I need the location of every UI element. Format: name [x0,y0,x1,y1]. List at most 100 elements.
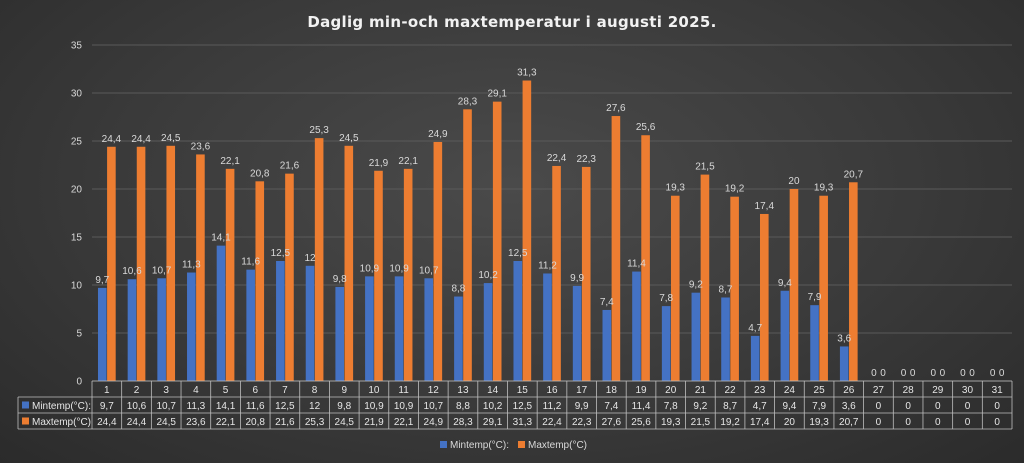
table-category-cell: 14 [487,385,499,396]
y-tick-label: 5 [76,329,82,340]
max-temp-bar [700,174,710,381]
table-category-cell: 3 [163,385,169,396]
max-temp-data-label: 22,1 [220,156,240,167]
table-value-cell: 20 [784,417,796,428]
max-temp-bar [374,170,383,381]
min-temp-bar [602,309,612,381]
min-temp-bar [810,305,819,381]
min-temp-data-label: 0 [960,368,966,379]
table-value-cell: 0 [965,417,971,428]
data-labels: 9,7 24,4 10,6 24,4 10,7 24,5 11,3 23,6 14,1 22,1 1… [95,68,1005,379]
y-tick-label: 35 [71,41,83,52]
min-temp-bar [572,285,582,381]
table-value-cell: 7,4 [604,401,618,412]
max-temp-bar [552,165,561,381]
table-value-cell: 24,4 [127,417,147,428]
table-value-cell: 9,7 [100,401,114,412]
y-tick-label: 25 [71,137,83,148]
max-temp-data-label: 22,4 [547,153,567,164]
max-temp-bar [344,145,354,381]
max-temp-data-label: 20,8 [250,168,270,179]
min-temp-data-label: 10,2 [478,270,498,281]
min-temp-data-label: 8,8 [451,284,465,295]
max-temp-data-label: 21,9 [369,158,389,169]
table-category-cell: 28 [903,385,915,396]
table-category-cell: 4 [193,385,199,396]
max-temp-data-label: 19,3 [814,183,834,194]
table-value-cell: 24,5 [156,417,176,428]
min-temp-bar [780,290,790,381]
max-temp-bar [196,154,205,381]
table-value-cell: 8,8 [456,401,470,412]
min-temp-bar [839,346,849,381]
table-value-cell: 22,4 [542,417,562,428]
max-temp-bar [492,101,502,381]
max-temp-data-label: 24,5 [339,133,359,144]
table-category-cell: 26 [843,385,855,396]
table-value-cell: 10,7 [156,401,176,412]
table-category-cell: 24 [784,385,796,396]
min-temp-bar [543,273,552,381]
min-temp-bar [632,271,641,381]
max-temp-data-label: 0 [999,368,1005,379]
max-temp-data-label: 0 [910,368,916,379]
min-temp-bar [127,279,137,381]
min-temp-bar [187,272,196,381]
min-temp-bar [661,306,671,381]
max-temp-bar [789,189,799,381]
table-value-cell: 4,7 [753,401,767,412]
table-value-cell: 12 [309,401,321,412]
max-temp-data-label: 22,1 [398,156,418,167]
min-temp-data-label: 12,5 [508,248,528,259]
min-temp-bar [691,292,701,381]
max-temp-bar [285,173,294,381]
table-value-cell: 17,4 [750,417,770,428]
table-value-cell: 24,4 [97,417,117,428]
table-value-cell: 7,8 [664,401,678,412]
legend-swatch-max [518,441,525,448]
max-temp-bar [433,141,443,381]
max-temp-bar [463,109,472,381]
table-series-name: Mintemp(°C): [32,401,91,412]
table-category-cell: 9 [341,385,347,396]
legend-label-max: Maxtemp(°C) [528,440,587,451]
min-temp-data-label: 7,4 [600,297,614,308]
table-value-cell: 0 [965,401,971,412]
min-temp-bar [157,278,166,381]
min-temp-data-label: 9,9 [570,273,584,284]
max-temp-data-label: 23,6 [191,141,211,152]
table-category-cell: 10 [368,385,380,396]
table-value-cell: 20,7 [839,417,859,428]
table-category-cell: 22 [725,385,737,396]
max-temp-bar [225,168,235,381]
min-temp-data-label: 11,6 [241,257,260,268]
min-temp-data-label: 10,9 [360,263,380,274]
max-temp-data-label: 20 [788,176,800,187]
min-temp-data-label: 10,7 [152,265,172,276]
max-temp-data-label: 24,5 [161,133,181,144]
max-temp-bar [522,80,532,382]
gridlines [92,44,1012,382]
max-temp-data-label: 31,3 [517,68,537,79]
max-temp-data-label: 0 [880,368,886,379]
table-value-cell: 20,8 [245,417,265,428]
min-temp-data-label: 12 [304,253,316,264]
min-temp-bar [721,297,730,381]
table-legend-key [22,417,29,425]
table-value-cell: 10,7 [424,401,444,412]
min-temp-data-label: 9,2 [689,280,703,291]
table-category-cell: 18 [606,385,618,396]
max-temp-bar [166,145,176,381]
table-value-cell: 0 [935,401,941,412]
table-value-cell: 31,3 [513,417,533,428]
y-tick-label: 20 [71,185,83,196]
min-temp-bar [513,261,523,381]
legend-swatch-min [440,441,447,448]
table-value-cell: 23,6 [186,417,206,428]
table-value-cell: 22,1 [216,417,236,428]
table-value-cell: 7,9 [812,401,826,412]
min-temp-data-label: 10,9 [389,263,409,274]
min-temp-data-label: 11,3 [182,260,201,271]
min-temp-data-label: 0 [990,368,996,379]
max-temp-data-label: 22,3 [576,154,596,165]
